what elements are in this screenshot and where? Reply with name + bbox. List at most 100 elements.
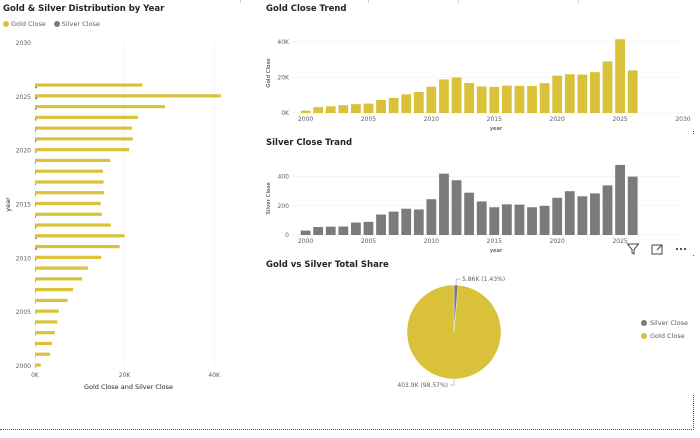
h-chart-x-label: Gold Close and Silver Close — [84, 383, 173, 391]
share-title: Gold vs Silver Total Share — [266, 260, 389, 270]
v-chart-x-label: year — [490, 248, 503, 254]
distribution-visual[interactable]: Gold & Silver Distribution by Year Gold … — [0, 3, 258, 391]
v-chart-bar — [590, 193, 600, 235]
v-chart-bar — [413, 209, 424, 235]
legend-gold-label: Gold Close — [11, 20, 46, 28]
v-chart-x-tick: 2015 — [487, 116, 502, 123]
v-chart-bar — [338, 105, 349, 113]
h-chart-bar-gold — [35, 320, 58, 324]
legend-dot-gold — [3, 21, 9, 27]
v-chart-x-tick: 2025 — [612, 116, 627, 123]
v-chart-x-tick: 2000 — [298, 238, 313, 245]
h-chart-bar-silver — [35, 140, 37, 143]
v-chart-bar — [489, 86, 500, 113]
h-chart-bar-gold — [35, 288, 74, 292]
v-chart-bar — [476, 201, 487, 235]
share-legend-item-gold[interactable]: Gold Close — [641, 332, 688, 340]
h-chart-bar-silver — [35, 183, 36, 186]
h-chart-bar-silver — [35, 226, 37, 229]
v-chart-bar — [590, 72, 600, 113]
h-chart-bar-gold — [35, 266, 88, 270]
distribution-legend: Gold Close Silver Close — [3, 20, 106, 28]
more-options-icon[interactable] — [674, 241, 688, 255]
v-chart-bar — [363, 221, 374, 235]
h-chart-y-tick: 2005 — [16, 309, 31, 316]
top-strip-cell — [0, 0, 241, 4]
h-chart-bar-gold — [35, 105, 165, 109]
share-legend-label-silver: Silver Close — [650, 319, 689, 327]
focus-mode-icon[interactable] — [650, 241, 664, 255]
v-chart-x-label: year — [490, 126, 503, 131]
v-chart-bar — [300, 230, 311, 235]
h-chart-x-tick: 40K — [208, 372, 221, 379]
v-chart-bar — [527, 207, 537, 235]
silver-trend-visual[interactable]: Silver Close Trand 0 200 400 2000 2005 2010 20… — [263, 134, 695, 254]
v-chart-bar — [615, 164, 626, 235]
h-chart-bar-gold — [35, 169, 104, 173]
top-strip-cell — [240, 0, 369, 4]
pie-leader-silver — [455, 278, 461, 286]
h-chart-bar-silver — [35, 118, 37, 121]
share-visual[interactable]: Gold vs Silver Total Share 5.86K (1.43%)… — [263, 257, 695, 395]
gold-trend-visual[interactable]: Gold Close Trend 0K 20K 40K 2000 2005 2010 201… — [263, 3, 695, 131]
v-chart-y-tick: 200 — [278, 203, 290, 210]
h-chart-bar-gold — [35, 137, 133, 141]
gold-trend-title: Gold Close Trend — [266, 4, 347, 14]
top-strip — [0, 0, 700, 4]
v-chart-bar — [451, 180, 462, 235]
v-chart-x-tick: 2020 — [550, 238, 565, 245]
h-chart-bar-gold — [35, 234, 125, 238]
v-chart-bar — [627, 70, 638, 113]
v-chart-bar — [552, 75, 563, 113]
v-chart-y-tick: 20K — [277, 74, 290, 81]
h-chart-bar-silver — [35, 280, 36, 283]
h-chart-bar-silver — [35, 215, 37, 218]
v-chart-bar — [325, 106, 336, 113]
v-chart-bar — [401, 94, 412, 113]
h-chart-bar-silver — [35, 302, 36, 304]
v-chart-bar — [388, 97, 399, 113]
silver-trend-chart: 0 200 400 2000 2005 2010 2015 2020 2025 year Silve… — [266, 164, 683, 254]
v-chart-bar — [426, 86, 437, 113]
v-chart-bar — [439, 173, 449, 235]
v-chart-bar — [564, 191, 575, 235]
gold-trend-chart: 0K 20K 40K 2000 2005 2010 2015 2020 2025 2030 year… — [266, 39, 691, 131]
v-chart-y-tick: 0K — [281, 110, 290, 117]
silver-trend-title: Silver Close Trand — [266, 138, 353, 148]
share-legend-dot-silver — [641, 320, 647, 326]
h-chart-y-tick: 2000 — [16, 363, 31, 370]
v-chart-bar — [514, 85, 525, 113]
v-chart-bar — [476, 86, 487, 113]
v-chart-bar — [388, 211, 399, 235]
v-chart-x-tick: 2000 — [298, 116, 313, 123]
legend-item-silver[interactable]: Silver Close — [53, 20, 100, 28]
h-chart-bar-silver — [35, 205, 36, 207]
legend-item-gold[interactable]: Gold Close — [3, 20, 46, 28]
v-chart-bar — [413, 92, 424, 113]
v-chart-bar — [350, 104, 361, 113]
v-chart-x-tick: 2005 — [361, 116, 376, 123]
h-chart-bar-gold — [35, 94, 221, 98]
h-chart-bar-silver — [35, 355, 36, 358]
v-chart-bar — [325, 226, 336, 235]
v-chart-bar — [464, 82, 475, 113]
v-chart-bar — [577, 74, 588, 113]
share-pie-chart: 5.86K (1.43%) 403.9K (98.57%) — [397, 276, 505, 389]
filter-icon[interactable] — [626, 241, 640, 255]
h-chart-bar-silver — [35, 172, 36, 175]
h-chart-bar-gold — [35, 244, 120, 249]
v-chart-bar — [426, 199, 437, 235]
h-chart-bar-silver — [35, 151, 37, 153]
v-chart-x-tick: 2005 — [361, 238, 376, 245]
v-chart-bar — [514, 204, 525, 235]
h-chart-bar-gold — [35, 298, 68, 302]
share-legend-item-silver[interactable]: Silver Close — [641, 319, 688, 327]
h-chart-bar-gold — [35, 212, 102, 216]
share-legend-dot-gold — [641, 333, 647, 339]
h-chart-x-tick: 0K — [31, 372, 40, 379]
v-chart-bar — [602, 185, 613, 235]
v-chart-bar — [350, 222, 361, 235]
v-chart-bar — [376, 100, 386, 113]
v-chart-y-label: Silver Close — [266, 182, 272, 215]
h-chart-bar-silver — [35, 162, 36, 164]
